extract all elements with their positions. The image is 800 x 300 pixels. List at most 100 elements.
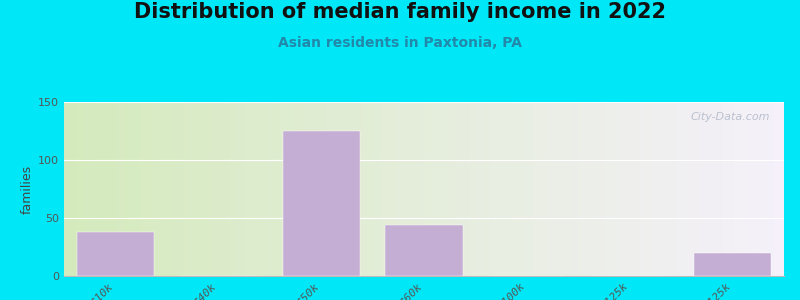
Bar (186, 102, 189, 276)
Bar (86, 102, 88, 276)
Bar (95, 102, 98, 276)
Bar (558, 102, 561, 276)
Bar (782, 102, 784, 276)
Bar (213, 102, 215, 276)
Bar (542, 102, 544, 276)
Bar (330, 102, 333, 276)
Bar (530, 102, 532, 276)
Bar (239, 102, 242, 276)
Bar (249, 102, 251, 276)
Bar (64, 102, 66, 276)
Bar (556, 102, 558, 276)
Bar (141, 102, 143, 276)
Bar (347, 102, 350, 276)
Bar (633, 102, 635, 276)
Bar (191, 102, 194, 276)
Bar (674, 102, 676, 276)
Bar (580, 102, 582, 276)
Bar (177, 102, 179, 276)
Bar (294, 102, 297, 276)
Bar (688, 102, 690, 276)
Bar (489, 102, 491, 276)
Bar (78, 102, 81, 276)
Bar (244, 102, 246, 276)
Bar (710, 102, 712, 276)
Bar (635, 102, 638, 276)
Bar (386, 225, 462, 276)
Bar (398, 102, 400, 276)
Bar (112, 102, 114, 276)
Bar (340, 102, 342, 276)
Bar (83, 102, 86, 276)
Bar (707, 102, 710, 276)
Bar (498, 102, 501, 276)
Bar (779, 102, 782, 276)
Bar (299, 102, 302, 276)
Bar (669, 102, 671, 276)
Bar (225, 102, 227, 276)
Bar (726, 102, 729, 276)
Bar (508, 102, 510, 276)
Bar (210, 102, 213, 276)
Bar (690, 102, 693, 276)
Bar (520, 102, 522, 276)
Bar (182, 102, 184, 276)
Bar (426, 102, 429, 276)
Bar (496, 102, 498, 276)
Bar (467, 102, 470, 276)
Bar (554, 102, 556, 276)
Bar (196, 102, 198, 276)
Bar (652, 102, 654, 276)
Bar (273, 102, 275, 276)
Bar (400, 102, 402, 276)
Bar (657, 102, 659, 276)
Bar (328, 102, 330, 276)
Bar (230, 102, 232, 276)
Bar (153, 102, 155, 276)
Bar (90, 102, 93, 276)
Bar (129, 102, 131, 276)
Bar (100, 102, 102, 276)
Bar (362, 102, 364, 276)
Bar (604, 102, 606, 276)
Bar (671, 102, 674, 276)
Bar (578, 102, 580, 276)
Bar (642, 102, 645, 276)
Bar (645, 102, 647, 276)
Bar (628, 102, 630, 276)
Text: Asian residents in Paxtonia, PA: Asian residents in Paxtonia, PA (278, 36, 522, 50)
Bar (316, 102, 318, 276)
Bar (390, 102, 393, 276)
Bar (119, 102, 122, 276)
Bar (364, 102, 366, 276)
Bar (587, 102, 590, 276)
Bar (246, 102, 249, 276)
Bar (227, 102, 230, 276)
Bar (314, 102, 316, 276)
Bar (429, 102, 431, 276)
Bar (702, 102, 705, 276)
Bar (162, 102, 165, 276)
Bar (623, 102, 626, 276)
Bar (167, 102, 170, 276)
Bar (525, 102, 527, 276)
Bar (681, 102, 683, 276)
Bar (736, 102, 738, 276)
Bar (122, 102, 124, 276)
Bar (374, 102, 376, 276)
Bar (88, 102, 90, 276)
Bar (184, 102, 186, 276)
Bar (395, 102, 398, 276)
Bar (148, 102, 150, 276)
Bar (117, 102, 119, 276)
Bar (81, 102, 83, 276)
Bar (494, 102, 496, 276)
Bar (491, 102, 494, 276)
Bar (412, 102, 414, 276)
Bar (626, 102, 628, 276)
Bar (666, 102, 669, 276)
Bar (621, 102, 623, 276)
Bar (431, 102, 434, 276)
Bar (568, 102, 570, 276)
Bar (321, 102, 323, 276)
